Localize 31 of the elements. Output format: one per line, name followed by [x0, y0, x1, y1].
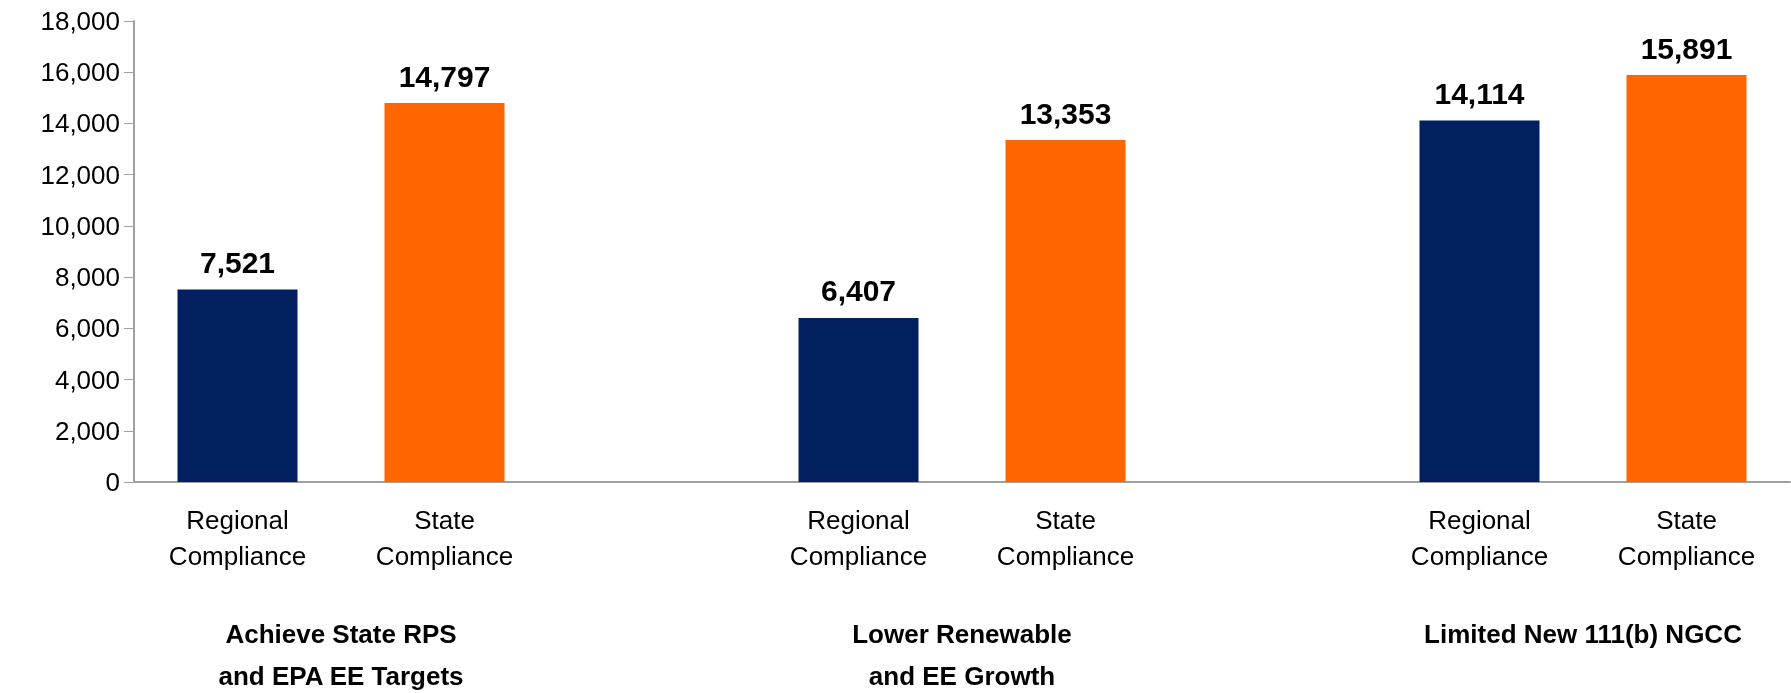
y-tick-label: 12,000: [40, 159, 120, 190]
y-tick-label: 14,000: [40, 108, 120, 139]
y-tick-label: 4,000: [54, 364, 120, 395]
text: Limited New 111(b) NGCC: [1424, 619, 1743, 649]
bar: [1005, 140, 1126, 482]
y-tick-label: 6,000: [54, 313, 120, 344]
y-tick-label: 2,000: [54, 415, 120, 446]
data-label: 14,797: [398, 59, 491, 93]
text: Lower Renewable and EE Growth: [852, 619, 1072, 691]
y-tick-label: 0: [105, 467, 120, 497]
x-tick-label: State Compliance: [996, 505, 1135, 571]
data-label: 7,521: [199, 245, 276, 279]
x-tick-label: Regional Compliance: [789, 505, 928, 571]
data-label: 14,114: [1434, 77, 1525, 111]
data-label: 13,353: [1019, 96, 1112, 130]
y-tick-label: 18,000: [40, 6, 120, 36]
x-tick-label: Regional Compliance: [168, 505, 307, 571]
text: Achieve State RPS and EPA EE Targets: [218, 619, 464, 691]
x-tick-label: Regional Compliance: [1410, 505, 1549, 571]
x-tick-label: State Compliance: [375, 505, 514, 571]
bar: [798, 317, 919, 482]
data-label: 6,407: [820, 274, 897, 308]
bar: [384, 103, 505, 482]
bar: [1626, 75, 1747, 482]
y-tick-label: 16,000: [40, 57, 120, 88]
bar: [1419, 120, 1540, 482]
y-tick-label: 8,000: [54, 262, 120, 293]
data-label: 15,891: [1640, 31, 1733, 65]
y-tick-label: 10,000: [40, 210, 120, 241]
bar: [177, 289, 298, 482]
x-tick-label: State Compliance: [1617, 505, 1756, 571]
